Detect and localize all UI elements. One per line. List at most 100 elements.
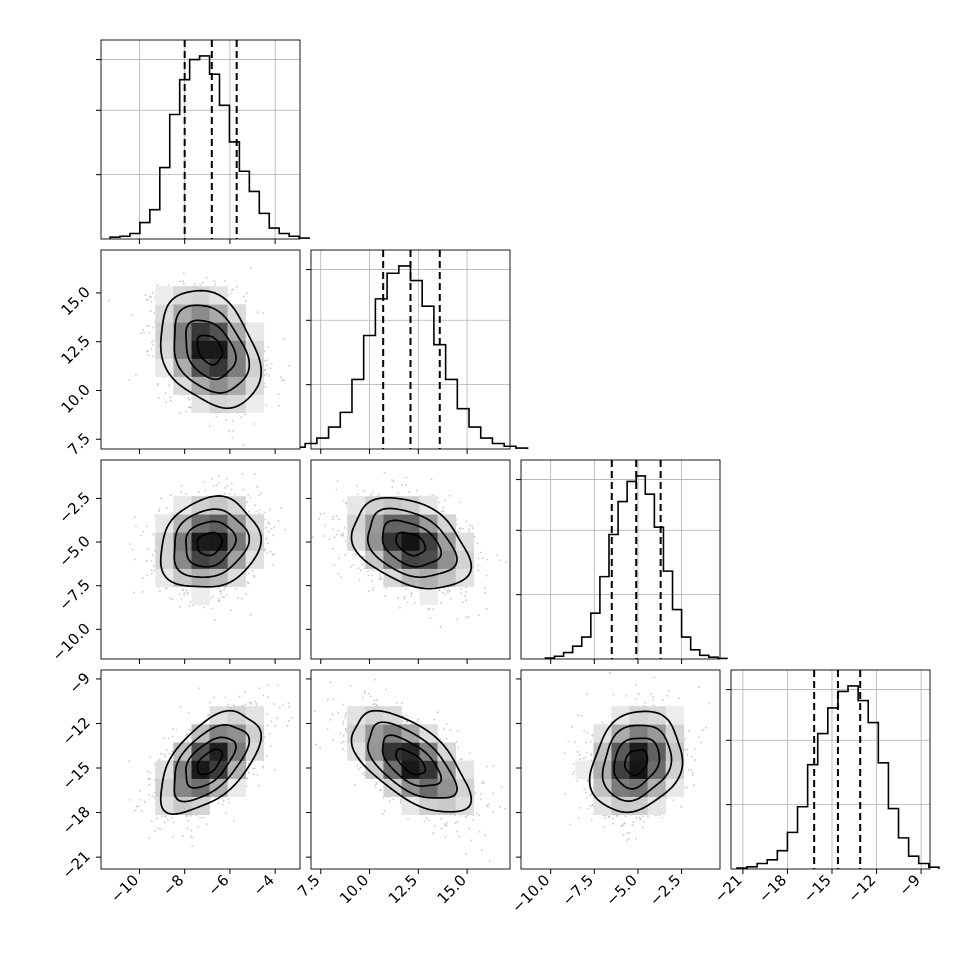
scatter-panel-0-3 bbox=[100, 669, 301, 870]
sample-point bbox=[400, 483, 403, 486]
sample-point bbox=[371, 574, 373, 576]
sample-point bbox=[147, 298, 150, 301]
contour-level bbox=[159, 495, 263, 588]
sample-point bbox=[240, 416, 243, 419]
density-cell bbox=[173, 286, 192, 305]
sample-point bbox=[342, 703, 344, 706]
sample-point bbox=[267, 530, 270, 533]
sample-point bbox=[601, 721, 603, 724]
sample-point bbox=[576, 780, 579, 782]
sample-point bbox=[160, 815, 163, 818]
sample-point bbox=[168, 384, 171, 387]
sample-point bbox=[399, 800, 402, 802]
sample-point bbox=[666, 694, 669, 697]
sample-point bbox=[485, 607, 488, 610]
sample-point bbox=[175, 728, 178, 731]
sample-point bbox=[234, 493, 237, 496]
sample-point bbox=[213, 696, 216, 699]
sample-point bbox=[468, 827, 471, 830]
sample-point bbox=[397, 492, 399, 495]
sample-point bbox=[269, 508, 271, 511]
sample-point bbox=[373, 699, 376, 702]
y-tick-label: 12.5 bbox=[57, 332, 93, 368]
sample-point bbox=[628, 831, 631, 834]
sample-point bbox=[165, 401, 168, 404]
density-cell bbox=[155, 550, 174, 569]
sample-point bbox=[267, 521, 270, 524]
sample-point bbox=[487, 803, 490, 805]
sample-point bbox=[146, 350, 148, 353]
sample-point bbox=[159, 828, 162, 831]
sample-point bbox=[189, 600, 192, 603]
sample-point bbox=[257, 784, 260, 787]
sample-point bbox=[578, 806, 581, 809]
sample-point bbox=[266, 364, 268, 367]
sample-point bbox=[563, 752, 566, 754]
sample-point bbox=[467, 616, 470, 619]
density-cell bbox=[227, 358, 246, 377]
sample-point bbox=[439, 738, 442, 741]
sample-point bbox=[160, 497, 162, 500]
x-tick-label: −10 bbox=[107, 871, 142, 906]
sample-point bbox=[182, 283, 185, 286]
sample-point bbox=[268, 523, 271, 525]
sample-point bbox=[342, 723, 345, 725]
sample-point bbox=[221, 798, 224, 800]
sample-point bbox=[612, 822, 615, 825]
sample-point bbox=[480, 848, 483, 851]
density-cell bbox=[401, 496, 420, 515]
sample-point bbox=[480, 793, 482, 795]
sample-point bbox=[590, 754, 593, 757]
sample-point bbox=[315, 743, 317, 746]
sample-point bbox=[225, 812, 228, 814]
sample-point bbox=[577, 714, 579, 716]
sample-point bbox=[150, 569, 153, 572]
sample-point bbox=[288, 706, 290, 708]
sample-point bbox=[374, 785, 377, 787]
density-cell bbox=[209, 514, 228, 533]
sample-point bbox=[171, 598, 174, 601]
sample-point bbox=[228, 493, 231, 496]
sample-point bbox=[342, 534, 344, 537]
sample-point bbox=[167, 284, 170, 287]
sample-point bbox=[244, 413, 247, 416]
sample-point bbox=[269, 367, 272, 370]
sample-point bbox=[266, 552, 269, 554]
sample-point bbox=[153, 791, 156, 794]
sample-point bbox=[470, 839, 473, 842]
sample-point bbox=[151, 572, 153, 575]
contour-level bbox=[601, 724, 673, 802]
sample-point bbox=[571, 725, 573, 728]
sample-point bbox=[169, 399, 172, 402]
sample-point bbox=[383, 472, 386, 474]
sample-point bbox=[333, 536, 336, 539]
sample-point bbox=[266, 683, 269, 686]
sample-point bbox=[652, 696, 655, 698]
sample-point bbox=[156, 384, 159, 386]
sample-point bbox=[135, 374, 137, 376]
sample-point bbox=[158, 397, 160, 399]
density-cell bbox=[419, 496, 438, 515]
sample-point bbox=[480, 551, 482, 554]
sample-point bbox=[359, 569, 362, 572]
sample-point bbox=[400, 702, 403, 704]
sample-point bbox=[686, 748, 689, 751]
sample-point bbox=[270, 720, 273, 723]
sample-point bbox=[257, 494, 260, 496]
sample-point bbox=[591, 734, 593, 736]
sample-point bbox=[605, 814, 608, 817]
y-tick-label: −12 bbox=[59, 714, 94, 749]
sample-point bbox=[250, 703, 253, 705]
sample-point bbox=[700, 741, 702, 744]
sample-point bbox=[356, 484, 358, 487]
density-cell bbox=[611, 724, 630, 743]
sample-point bbox=[277, 520, 280, 523]
sample-point bbox=[232, 704, 235, 707]
sample-point bbox=[272, 534, 275, 537]
density-cell bbox=[191, 724, 210, 743]
sample-point bbox=[333, 564, 336, 566]
sample-point bbox=[462, 527, 465, 530]
sample-point bbox=[456, 830, 458, 833]
sample-point bbox=[484, 591, 487, 594]
density-cell bbox=[347, 742, 366, 761]
